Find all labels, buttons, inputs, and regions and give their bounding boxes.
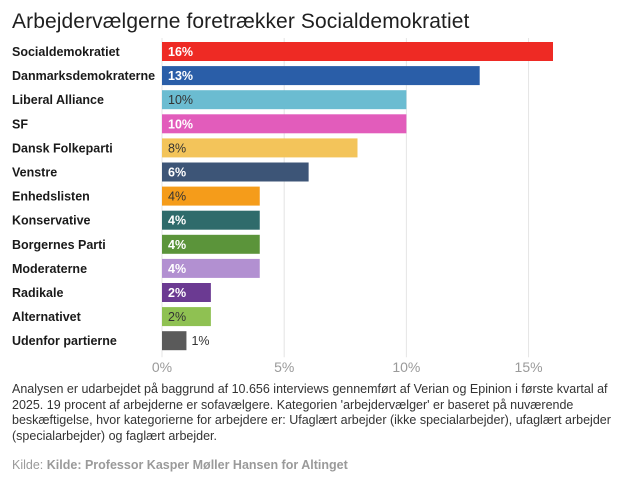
- category-label: Socialdemokratiet: [12, 45, 121, 59]
- value-label: 10%: [168, 117, 193, 131]
- category-label: Enhedslisten: [12, 190, 90, 204]
- bar: [162, 283, 211, 302]
- bar: [162, 66, 480, 86]
- value-label: 2%: [168, 310, 186, 324]
- category-label: Danmarksdemokraterne: [12, 69, 155, 83]
- bar: [162, 307, 211, 327]
- category-label: Dansk Folkeparti: [12, 141, 113, 155]
- source-prefix: Kilde:: [12, 458, 44, 472]
- category-label: Moderaterne: [12, 262, 87, 276]
- bar-chart: 0% 5% 10% 15% Socialdemokratiet 16% Danmarksde…: [12, 38, 553, 375]
- value-label: 8%: [168, 141, 186, 155]
- value-label: 4%: [168, 238, 186, 252]
- value-label: 1%: [191, 334, 209, 348]
- bar: [162, 186, 260, 206]
- chart-note: Analysen er udarbejdet på baggrund af 10…: [12, 382, 611, 443]
- category-label: Konservative: [12, 214, 91, 228]
- value-label: 4%: [168, 214, 186, 228]
- category-label: SF: [12, 117, 28, 131]
- category-label: Borgernes Parti: [12, 238, 106, 252]
- x-tick-label: 10%: [392, 359, 420, 375]
- value-label: 2%: [168, 286, 186, 300]
- bar: [162, 114, 407, 134]
- bar: [162, 138, 358, 158]
- bar: [162, 210, 260, 230]
- x-tick-label: 5%: [274, 359, 294, 375]
- bar: [162, 42, 553, 61]
- category-label: Venstre: [12, 166, 57, 180]
- category-label: Liberal Alliance: [12, 93, 104, 107]
- x-tick-label: 0%: [152, 359, 172, 375]
- category-label: Alternativet: [12, 310, 82, 324]
- source-text: Kilde: Professor Kasper Møller Hansen fo…: [46, 458, 348, 472]
- value-label: 13%: [168, 69, 193, 83]
- value-label: 6%: [168, 166, 186, 180]
- value-label: 10%: [168, 93, 193, 107]
- value-label: 4%: [168, 262, 186, 276]
- bar: [162, 162, 309, 182]
- chart-title: Arbejdervælgerne foretrækker Socialdemok…: [12, 10, 470, 33]
- bar: [162, 90, 407, 110]
- bar: [162, 258, 260, 278]
- value-label: 4%: [168, 190, 186, 204]
- chart-source: Kilde: Kilde: Professor Kasper Møller Ha…: [12, 458, 348, 472]
- value-label: 16%: [168, 45, 193, 59]
- category-label: Radikale: [12, 286, 63, 300]
- bar: [162, 331, 187, 351]
- x-tick-label: 15%: [515, 359, 543, 375]
- bar: [162, 234, 260, 254]
- category-label: Udenfor partierne: [12, 334, 117, 348]
